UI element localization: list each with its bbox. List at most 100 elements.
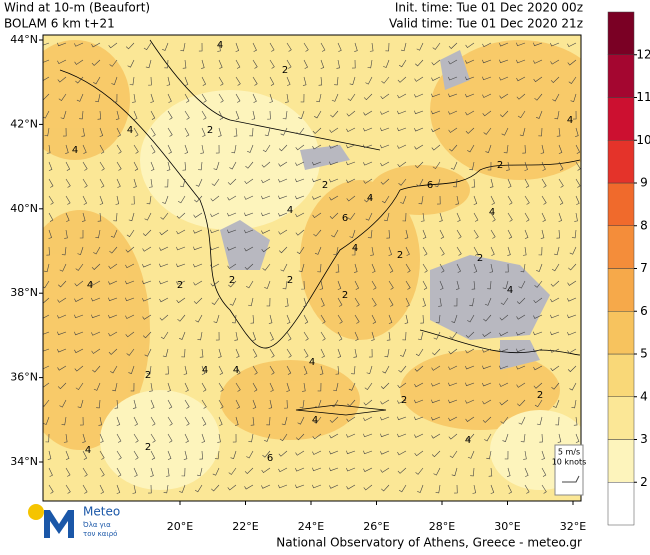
wind-barb (438, 297, 442, 307)
wind-barb (363, 110, 373, 116)
contour-label: 2 (322, 180, 328, 191)
wind-barb (82, 161, 88, 171)
wind-barb (278, 161, 288, 167)
wind-barb (165, 365, 169, 375)
wind-barb (57, 365, 67, 371)
wind-barb (524, 195, 530, 205)
wind-barb (303, 314, 309, 324)
wind-barb (281, 416, 288, 426)
wind-barb (218, 76, 224, 86)
contour-label: 6 (267, 453, 273, 464)
wind-barb (59, 263, 67, 272)
wind-barb (115, 195, 120, 205)
wind-barb (57, 76, 67, 83)
lon-label: 26°E (363, 520, 389, 533)
wind-barb (335, 263, 340, 273)
lon-label: 20°E (167, 520, 193, 533)
wind-barb (244, 246, 254, 252)
wind-barb (380, 450, 390, 455)
wind-barb (575, 127, 579, 137)
wind-barb (43, 280, 50, 289)
wind-barb (167, 450, 172, 460)
wind-barb (404, 229, 409, 239)
wind-barb (227, 246, 237, 251)
wind-barb (536, 110, 543, 119)
wind-barb (420, 314, 424, 324)
wind-barb (48, 161, 53, 171)
wind-barb (235, 399, 241, 409)
wind-barb (148, 76, 152, 86)
contour-label: 2 (397, 250, 403, 261)
wind-barb (482, 382, 492, 387)
wind-barb (159, 280, 169, 285)
contour-label: 4 (87, 280, 93, 291)
wind-barb (506, 161, 510, 171)
wind-barb (404, 314, 409, 324)
wind-barb (465, 331, 475, 338)
wind-barb (435, 484, 441, 494)
logo: Meteo Όλα για τον καιρό (28, 504, 120, 538)
wind-barb (217, 42, 221, 52)
wind-barb (533, 365, 543, 371)
wind-barb (167, 144, 172, 154)
wind-barb (57, 348, 67, 353)
wind-barb (278, 246, 288, 254)
wind-barb (465, 382, 475, 387)
wind-barb (363, 144, 373, 149)
wind-barb (465, 110, 475, 116)
wind-barb (150, 127, 156, 137)
wind-barb (65, 195, 71, 205)
wind-barb (131, 195, 135, 205)
wind-barb (201, 365, 206, 375)
wind-barb (184, 110, 190, 120)
wind-barb (235, 365, 241, 375)
wind-barb (313, 416, 322, 424)
wind-barb (431, 127, 441, 133)
wind-barb (517, 110, 526, 119)
wind-barb (167, 399, 173, 409)
wind-barb (150, 399, 155, 409)
wind-barb (179, 331, 186, 340)
wind-barb (363, 93, 373, 101)
wind-barb (269, 59, 275, 69)
wind-barb (180, 178, 186, 188)
wind-barb (43, 399, 50, 407)
wind-barb (352, 59, 356, 69)
wind-barb (218, 416, 223, 426)
wind-barb (354, 280, 360, 290)
wind-barb (116, 450, 122, 460)
colorbar-band (607, 97, 635, 141)
wind-barb (319, 280, 324, 290)
wind-barb (43, 263, 50, 273)
lon-label: 22°E (232, 520, 258, 533)
wind-barb (184, 399, 190, 409)
wind-barb (65, 450, 70, 460)
wind-barb (414, 144, 424, 150)
wind-barb (210, 246, 220, 251)
wind-barb (473, 229, 479, 239)
wind-barb (218, 348, 222, 358)
wind-barb (97, 110, 102, 120)
lat-label: 38°N (10, 286, 38, 299)
wind-barb (329, 178, 339, 183)
wind-barb (363, 433, 373, 438)
wind-barb (211, 484, 220, 492)
wind-barb (541, 161, 546, 171)
wind-barb (200, 144, 204, 154)
wind-barb (77, 246, 84, 255)
wind-barb (363, 399, 373, 406)
wind-barb (558, 195, 564, 205)
wind-barb (482, 76, 492, 81)
wind-barb (64, 229, 68, 239)
wind-barb (329, 467, 339, 472)
wind-barb (524, 229, 529, 239)
wind-barb (61, 416, 67, 426)
wind-barb (244, 484, 254, 490)
wind-barb (133, 161, 139, 171)
wind-barb (298, 110, 305, 119)
wind-barb (213, 314, 220, 324)
wind-barb (252, 76, 258, 86)
wind-barb (363, 416, 373, 422)
wind-barb (371, 314, 377, 324)
wind-barb (297, 416, 305, 425)
